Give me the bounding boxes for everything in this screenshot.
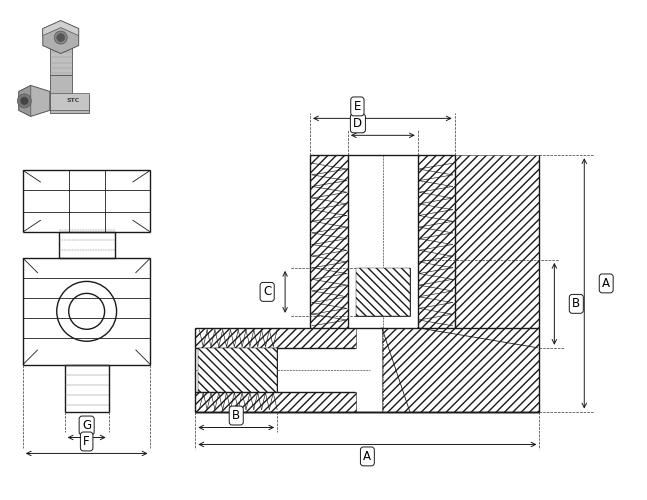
Polygon shape [50,76,89,114]
Polygon shape [50,94,89,110]
Polygon shape [19,86,31,116]
Text: A: A [364,450,371,463]
Circle shape [17,94,31,108]
Text: C: C [263,286,271,298]
Text: STC: STC [66,98,80,103]
Polygon shape [418,156,455,328]
Text: F: F [83,435,90,448]
Circle shape [57,34,65,42]
Text: G: G [82,419,91,432]
Circle shape [20,97,28,105]
Polygon shape [50,46,72,76]
Text: D: D [353,117,362,130]
Polygon shape [382,156,540,412]
Polygon shape [43,20,79,36]
Polygon shape [310,156,348,328]
Text: B: B [232,409,240,422]
Polygon shape [195,392,356,411]
Circle shape [54,31,67,44]
Polygon shape [356,268,410,316]
Polygon shape [195,328,355,411]
Text: A: A [602,277,610,290]
Polygon shape [195,328,356,347]
Polygon shape [199,348,277,392]
Text: B: B [572,298,580,310]
Polygon shape [43,20,79,54]
Polygon shape [19,86,50,116]
Text: E: E [354,100,361,113]
